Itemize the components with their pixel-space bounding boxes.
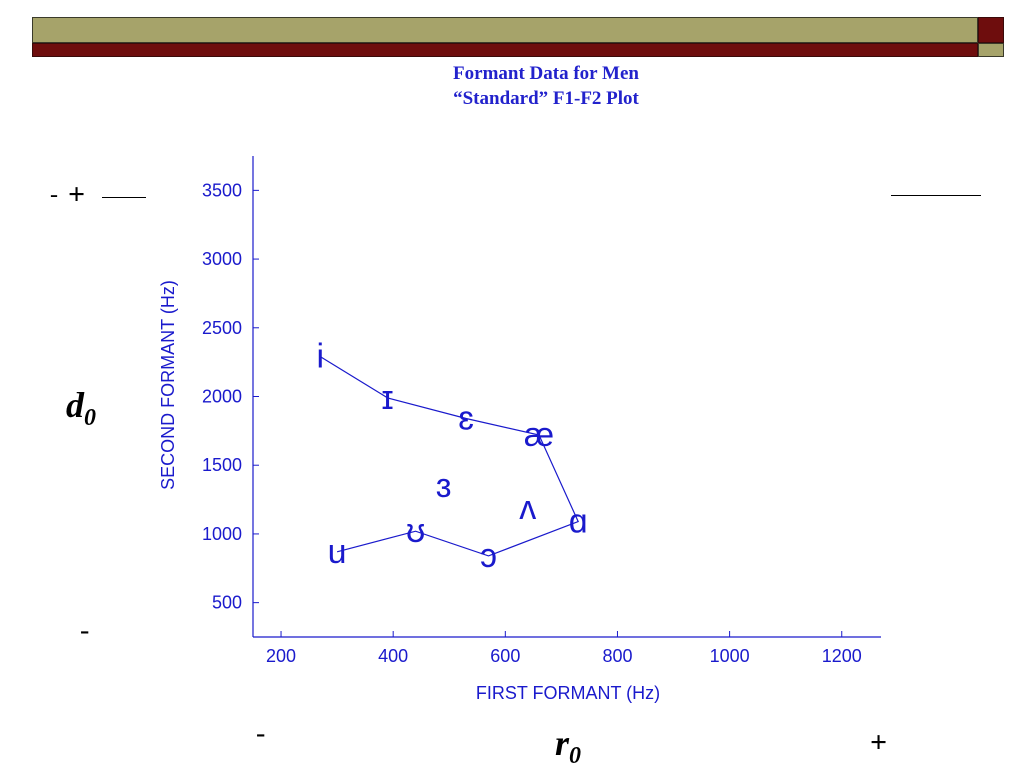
x-axis-label: FIRST FORMANT (Hz) xyxy=(476,683,660,703)
vowel-point-label: ʌ xyxy=(519,489,536,527)
y-tick-label: 3000 xyxy=(202,249,242,269)
chart-axes: 200 400 600 800 1000 1200 500 1000 1500 2000 2500 3… xyxy=(202,156,881,666)
d0-subscript: 0 xyxy=(84,405,96,432)
vowel-point-label: ɜ xyxy=(436,467,452,505)
top-right-rule xyxy=(891,195,981,196)
y-tick-label: 500 xyxy=(212,593,242,613)
left-lower-minus: - xyxy=(80,615,90,646)
vowel-point-label: ɛ xyxy=(458,399,474,437)
d0-label: d0 xyxy=(66,384,96,432)
header-band-olive xyxy=(32,17,978,43)
vowel-point-label: æ xyxy=(524,416,554,454)
x-tick-label: 1200 xyxy=(822,646,862,666)
top-left-plus: + xyxy=(68,178,86,211)
y-tick-label: 2000 xyxy=(202,387,242,407)
x-tick-label: 800 xyxy=(602,646,632,666)
vowel-point-label: ɪ xyxy=(382,379,394,417)
y-tick-label: 2500 xyxy=(202,318,242,338)
vowel-point-label: u xyxy=(328,533,347,571)
header-band-maroon xyxy=(32,43,978,57)
top-left-rule xyxy=(102,197,146,198)
x-tick-label: 1000 xyxy=(710,646,750,666)
header-square-olive xyxy=(978,43,1004,57)
r0-subscript: 0 xyxy=(569,743,582,770)
y-tick-label: 1000 xyxy=(202,524,242,544)
bottom-plus: + xyxy=(870,726,888,759)
y-tick-label: 1500 xyxy=(202,455,242,475)
vowel-point-label: ɔ xyxy=(480,537,497,575)
bottom-minus: - xyxy=(256,718,266,749)
r0-symbol: r xyxy=(555,723,570,763)
chart-series: i ɪ ɛ æ ɑ ɔ ʊ u ʌ ɜ xyxy=(317,338,588,575)
x-tick-label: 200 xyxy=(266,646,296,666)
slide-title: Formant Data for Men xyxy=(453,63,639,84)
header-square-maroon xyxy=(978,17,1004,43)
vowel-point-label: i xyxy=(317,338,325,376)
d0-symbol: d xyxy=(66,385,84,425)
y-axis-label: SECOND FORMANT (Hz) xyxy=(158,280,178,490)
r0-label: r0 xyxy=(555,722,581,770)
vowel-point-label: ɑ xyxy=(569,503,588,541)
x-tick-label: 400 xyxy=(378,646,408,666)
y-tick-label: 3500 xyxy=(202,180,242,200)
x-tick-label: 600 xyxy=(490,646,520,666)
top-left-minus: - xyxy=(50,182,58,208)
slide-subtitle: “Standard” F1-F2 Plot xyxy=(453,88,639,109)
vowel-point-label: ʊ xyxy=(406,512,425,550)
vowel-polyline xyxy=(319,356,580,557)
